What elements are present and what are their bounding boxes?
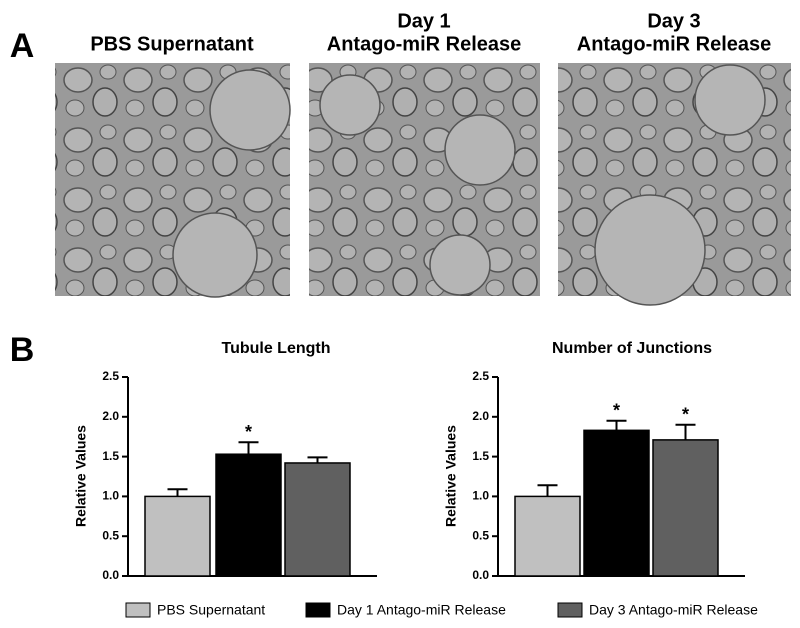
image-title: Day 1	[397, 10, 450, 32]
y-tick-label: 2.0	[472, 409, 489, 423]
legend-label: PBS Supernatant	[157, 602, 265, 618]
panel-label: A	[10, 27, 35, 65]
bar	[652, 439, 719, 577]
legend-swatch	[125, 602, 151, 618]
micrograph-detail	[319, 74, 381, 136]
panel-label: B	[10, 331, 35, 369]
y-tick-label: 1.5	[102, 449, 119, 463]
significance-marker: *	[613, 401, 620, 421]
image-title: Day 3	[647, 10, 700, 32]
legend-swatch	[557, 602, 583, 618]
bar	[583, 429, 650, 577]
chart-title: Number of Junctions	[552, 340, 712, 357]
y-tick-label: 0.5	[472, 528, 489, 542]
y-tick-label: 2.0	[102, 409, 119, 423]
y-tick-label: 0.5	[102, 528, 119, 542]
legend-label: Day 3 Antago-miR Release	[589, 602, 758, 618]
legend-swatch	[305, 602, 331, 618]
y-axis-label: Relative Values	[73, 425, 89, 527]
y-tick-label: 0.0	[472, 568, 489, 582]
bar	[514, 495, 581, 577]
significance-marker: *	[682, 405, 689, 425]
micrograph-detail	[444, 114, 516, 186]
micrograph-detail	[429, 234, 491, 296]
y-tick-label: 2.5	[102, 369, 119, 383]
y-tick-label: 1.5	[472, 449, 489, 463]
bar	[284, 462, 351, 577]
image-title: Antago-miR Release	[327, 33, 522, 55]
image-title: PBS Supernatant	[90, 33, 254, 55]
legend-label: Day 1 Antago-miR Release	[337, 602, 506, 618]
y-tick-label: 1.0	[102, 489, 119, 503]
micrograph-detail	[594, 194, 706, 306]
y-tick-label: 2.5	[472, 369, 489, 383]
micrograph-detail	[694, 64, 766, 136]
image-title: Antago-miR Release	[577, 33, 772, 55]
micrograph-detail	[172, 212, 258, 298]
micrograph-detail	[209, 69, 291, 151]
y-axis-label: Relative Values	[443, 425, 459, 527]
chart-title: Tubule Length	[221, 340, 330, 357]
bar	[215, 453, 282, 577]
y-tick-label: 0.0	[102, 568, 119, 582]
y-tick-label: 1.0	[472, 489, 489, 503]
significance-marker: *	[245, 422, 252, 442]
bar	[144, 495, 211, 577]
